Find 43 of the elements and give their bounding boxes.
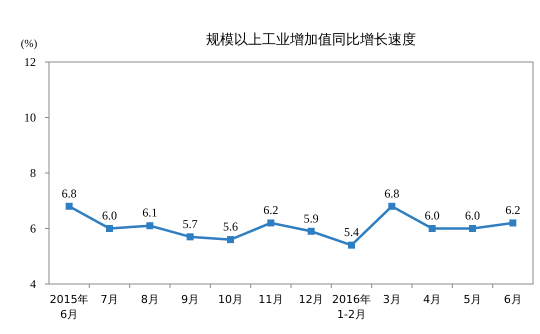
x-tick-label: 10月: [218, 293, 243, 306]
data-label: 6.0: [465, 208, 480, 222]
data-label: 5.6: [223, 220, 238, 234]
data-label: 5.4: [344, 225, 359, 240]
point: [227, 236, 234, 244]
point: [388, 202, 396, 210]
x-tick-label: 8月: [140, 293, 159, 306]
x-tick-label: 2016年 1-2月: [332, 293, 371, 321]
x-tick-label: 3月: [382, 293, 401, 306]
y-axis-title: (%): [20, 38, 38, 50]
point: [146, 222, 154, 230]
data-label: 6.0: [424, 208, 440, 222]
y-tick-label: 8: [30, 166, 36, 180]
point: [308, 228, 315, 235]
x-tick-label: 12月: [298, 293, 324, 306]
y-tick-label: 6: [30, 222, 36, 236]
point: [428, 225, 436, 232]
data-label: 6.8: [384, 186, 400, 200]
data-label: 6.0: [102, 208, 117, 222]
x-tick-label: 4月: [423, 293, 442, 306]
x-tick-label: 7月: [100, 293, 118, 306]
point: [348, 242, 355, 249]
x-tick-label: 5月: [464, 293, 482, 306]
y-tick-label: 10: [24, 110, 36, 124]
data-label: 5.7: [182, 216, 198, 231]
data-label: 6.8: [62, 186, 77, 200]
y-tick-label: 12: [24, 55, 36, 69]
data-label: 5.9: [304, 211, 319, 226]
point: [509, 219, 516, 226]
point: [267, 219, 274, 226]
chart-title: 规模以上工业增加值同比增长速度: [206, 32, 416, 48]
point: [106, 225, 113, 232]
data-label: 6.2: [505, 202, 520, 217]
x-tick-label: 2015年 6月: [50, 293, 89, 321]
x-tick-label: 9月: [181, 293, 200, 306]
point: [66, 202, 73, 210]
point: [186, 233, 194, 240]
x-tick-label: 6月: [504, 293, 522, 306]
x-tick-label: 11月: [258, 293, 284, 306]
data-label: 6.1: [142, 206, 158, 220]
data-label: 6.2: [263, 202, 278, 217]
y-tick-label: 4: [30, 277, 36, 291]
point: [469, 225, 476, 232]
